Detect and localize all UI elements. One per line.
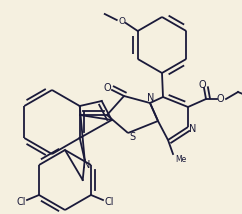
Text: O: O <box>198 80 206 90</box>
Text: O: O <box>216 94 224 104</box>
Text: O: O <box>118 16 125 25</box>
Text: Me: Me <box>175 156 186 165</box>
Text: Cl: Cl <box>16 197 26 207</box>
Text: N: N <box>189 124 197 134</box>
Text: N: N <box>83 160 91 170</box>
Text: N: N <box>147 93 155 103</box>
Text: O: O <box>103 83 111 93</box>
Text: Cl: Cl <box>104 197 114 207</box>
Text: S: S <box>129 132 135 142</box>
